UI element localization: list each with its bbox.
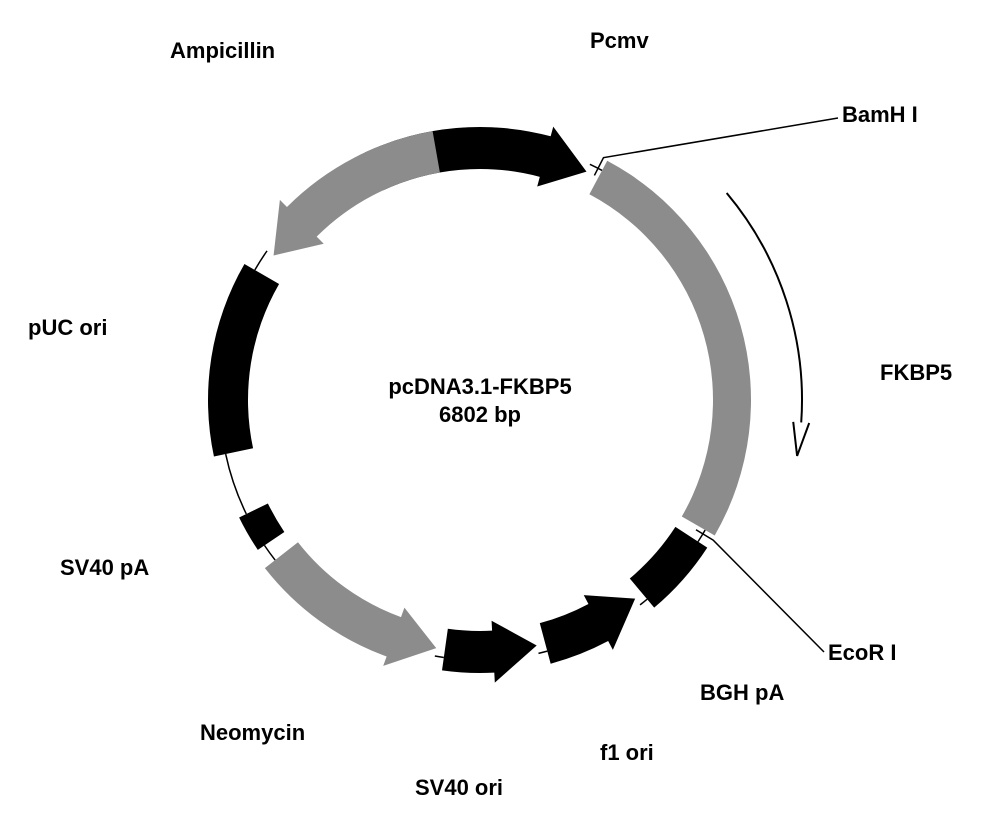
feature-SV40ori <box>442 621 537 683</box>
label-SV40ori: SV40 ori <box>415 775 503 800</box>
label-Ampicillin: Ampicillin <box>170 38 275 63</box>
center-subtitle: 6802 bp <box>439 402 521 427</box>
backbone-arc <box>538 651 547 653</box>
feature-Ampicillin <box>274 131 440 255</box>
feature-pUCori <box>208 264 279 457</box>
backbone-arc <box>640 599 647 605</box>
label-EcoRI: EcoR I <box>828 640 896 665</box>
label-FKBP5: FKBP5 <box>880 360 952 385</box>
label-SV40pA: SV40 pA <box>60 555 149 580</box>
feature-FKBP5 <box>589 161 751 536</box>
backbone-arc <box>226 454 247 514</box>
backbone-arc <box>435 656 444 657</box>
feature-BGHpA <box>630 527 708 608</box>
feature-SV40pA <box>239 503 284 549</box>
feature-Neomycin <box>265 542 436 666</box>
label-Pcmv: Pcmv <box>590 28 649 53</box>
backbone-arc <box>264 545 275 560</box>
label-pUCori: pUC ori <box>28 315 107 340</box>
leader-BamHI <box>594 118 838 175</box>
feature-f1ori <box>540 595 635 664</box>
dir-arrow-head-FKBP5 <box>793 422 809 456</box>
label-BamHI: BamH I <box>842 102 918 127</box>
leader-EcoRI <box>696 530 824 652</box>
center-title: pcDNA3.1-FKBP5 <box>388 374 571 399</box>
plasmid-map: Pcmv BamH I FKBP5 EcoR I BGH pA f1 ori SV40 or… <box>0 0 1000 816</box>
backbone-arc <box>255 251 267 270</box>
label-Neomycin: Neomycin <box>200 720 305 745</box>
label-BGHpA: BGH pA <box>700 680 784 705</box>
label-f1ori: f1 ori <box>600 740 654 765</box>
